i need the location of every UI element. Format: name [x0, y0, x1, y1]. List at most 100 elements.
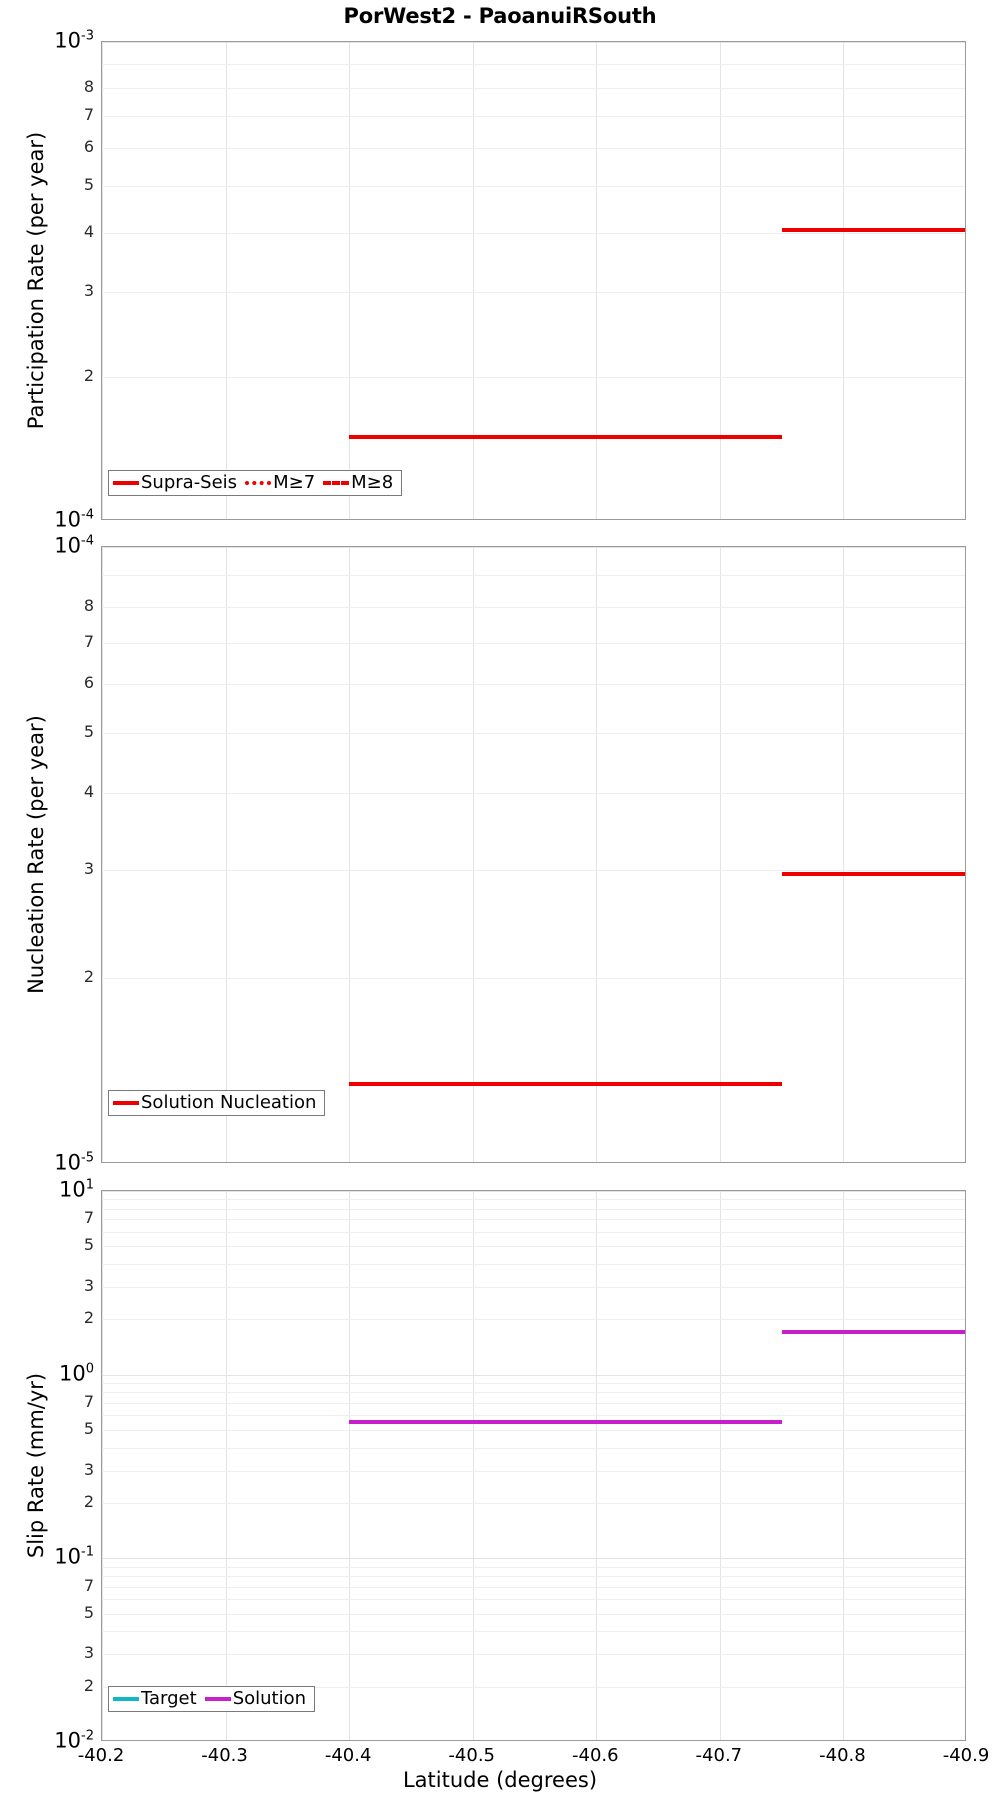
legend-swatch-icon: [113, 481, 139, 485]
gridline-horizontal: [102, 116, 965, 118]
x-axis-tick-label: -40.9: [942, 1745, 990, 1766]
gridline-vertical: [349, 547, 351, 1162]
x-axis-tick-label: -40.5: [448, 1745, 495, 1766]
legend-swatch-icon: [323, 481, 350, 485]
legend-item[interactable]: Supra-Seis: [113, 474, 245, 492]
gridline-horizontal: [102, 1191, 965, 1192]
gridline-horizontal: [102, 606, 965, 608]
gridline-horizontal: [102, 683, 965, 685]
legend-item[interactable]: Target: [113, 1690, 205, 1708]
y-axis-tick-label: 10-4: [54, 533, 94, 558]
gridline-horizontal: [102, 732, 965, 734]
gridline-horizontal: [102, 88, 965, 90]
gridline-vertical: [719, 42, 721, 519]
panel3-legend[interactable]: Target Solution: [108, 1686, 316, 1712]
legend-swatch-icon: [113, 1697, 139, 1701]
y-axis-tick-label: 5: [83, 721, 94, 741]
gridline-vertical: [225, 42, 227, 519]
y-axis-tick-label: 7: [83, 1208, 94, 1228]
legend-item[interactable]: Solution: [204, 1688, 308, 1709]
gridline-horizontal: [102, 148, 965, 150]
x-axis-label: Latitude (degrees): [402, 1768, 598, 1792]
y-axis-tick-label: 5: [83, 175, 94, 195]
y-axis-tick-label: 8: [83, 595, 94, 615]
legend-label: M≥8: [351, 472, 394, 493]
y-axis-tick-label: 3: [83, 1276, 94, 1296]
x-axis-tick-label: -40.3: [201, 1745, 248, 1766]
legend-label: Supra-Seis: [141, 472, 238, 493]
y-axis-tick-label: 3: [83, 281, 94, 301]
y-axis-tick-label: 2: [83, 1308, 94, 1328]
y-axis-tick-label: 7: [83, 631, 94, 651]
panel1-legend[interactable]: Supra-Seis M≥7 M≥8: [108, 470, 403, 496]
gridline-horizontal: [102, 1631, 965, 1633]
gridline-horizontal: [102, 292, 965, 294]
gridline-vertical: [596, 42, 598, 519]
y-axis-tick-label: 3: [83, 858, 94, 878]
x-axis-tick-label: -40.7: [695, 1745, 743, 1766]
y-axis-tick-label: 2: [83, 1492, 94, 1512]
gridline-horizontal: [102, 1686, 965, 1688]
gridline-horizontal: [102, 1246, 965, 1248]
gridline-horizontal: [102, 1415, 965, 1417]
gridline-horizontal: [102, 376, 965, 378]
x-axis-tick-label: -40.4: [324, 1745, 372, 1766]
legend-item[interactable]: M≥8: [323, 474, 395, 492]
gridline-horizontal: [102, 978, 965, 980]
legend-label: Solution: [232, 1688, 307, 1709]
gridline-horizontal: [102, 42, 965, 43]
panel2-y-axis-label: Nucleation Rate (per year): [24, 715, 48, 994]
x-axis-tick-label: -40.8: [819, 1745, 866, 1766]
legend-item[interactable]: Solution Nucleation: [113, 1094, 318, 1112]
panel2-legend[interactable]: Solution Nucleation: [108, 1090, 326, 1116]
gridline-horizontal: [102, 1264, 965, 1266]
gridline-vertical: [225, 547, 227, 1162]
legend-swatch-icon: [113, 1101, 139, 1105]
gridline-horizontal: [102, 1447, 965, 1449]
gridline-vertical: [472, 42, 474, 519]
y-axis-tick-label: 5: [83, 1602, 94, 1622]
gridline-horizontal: [102, 186, 965, 188]
data-step-line: [349, 1420, 782, 1425]
legend-item[interactable]: M≥7: [245, 474, 323, 492]
gridline-horizontal: [102, 869, 965, 871]
panel3-y-axis-label: Slip Rate (mm/yr): [24, 1372, 48, 1559]
panel1-data-layer: [102, 42, 965, 519]
gridline-horizontal: [102, 1429, 965, 1431]
gridline-horizontal: [102, 1576, 965, 1578]
y-axis-tick-label: 10-5: [54, 1150, 94, 1175]
gridline-vertical: [349, 1191, 351, 1740]
y-axis-tick-label: 6: [83, 137, 94, 157]
y-axis-tick-label: 3: [83, 1643, 94, 1663]
gridline-horizontal: [102, 1208, 965, 1210]
panel3-gridlines: [102, 1191, 965, 1740]
panel-slip-rate: [101, 1190, 966, 1741]
y-axis-tick-label: 4: [83, 221, 94, 241]
legend-label: Target: [141, 1688, 197, 1709]
gridline-horizontal: [102, 1470, 965, 1472]
y-axis-tick-label: 4: [83, 781, 94, 801]
gridline-vertical: [472, 547, 474, 1162]
gridline-horizontal: [102, 1231, 965, 1233]
y-axis-tick-label: 2: [83, 365, 94, 385]
gridline-vertical: [596, 1191, 598, 1740]
panel1-y-axis-label: Participation Rate (per year): [24, 131, 48, 430]
x-axis-tick-label: -40.2: [77, 1745, 125, 1766]
gridline-horizontal: [102, 1503, 965, 1505]
gridline-vertical: [843, 1191, 845, 1740]
gridline-vertical: [596, 547, 598, 1162]
gridline-horizontal: [102, 1613, 965, 1615]
y-axis-tick-label: 5: [83, 1418, 94, 1438]
panel2-gridlines: [102, 547, 965, 1162]
gridline-horizontal: [102, 1199, 965, 1201]
y-axis-tick-label: 2: [83, 1675, 94, 1695]
panel2-data-layer: [102, 547, 965, 1162]
gridline-horizontal: [102, 1219, 965, 1221]
gridline-horizontal: [102, 1586, 965, 1588]
legend-swatch-icon: [204, 1697, 231, 1701]
y-axis-tick-label: 8: [83, 77, 94, 97]
gridline-vertical: [102, 1191, 103, 1740]
data-step-line: [781, 1330, 965, 1335]
figure-title: PorWest2 - PaoanuiRSouth: [343, 4, 657, 28]
gridline-horizontal: [102, 1654, 965, 1656]
